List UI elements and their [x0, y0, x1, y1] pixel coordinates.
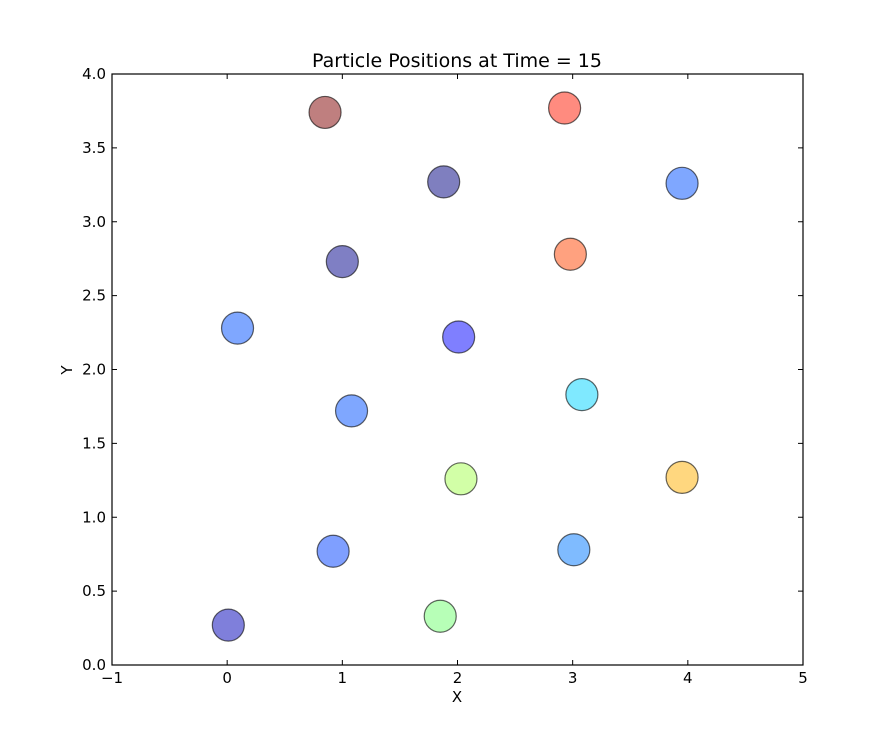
x-tick-label: 4: [683, 669, 693, 687]
data-point-10: [565, 378, 599, 412]
y-tick-label: 3.5: [82, 139, 106, 157]
x-tick-label: −1: [101, 669, 123, 687]
data-point-9: [334, 394, 369, 428]
plot-frame: [111, 73, 804, 666]
chart-title: Particle Positions at Time = 15: [312, 50, 602, 72]
y-tick-label: 1.5: [82, 434, 106, 452]
y-tick-label: 2.0: [82, 361, 106, 379]
data-point-7: [220, 311, 255, 345]
data-point-12: [665, 460, 699, 494]
x-axis-label: X: [452, 688, 462, 706]
data-point-2: [548, 91, 582, 125]
x-tick-label: 5: [798, 669, 808, 687]
plot-area: [112, 74, 803, 665]
y-axis-label: Y: [58, 365, 76, 376]
data-point-8: [442, 320, 476, 354]
data-point-13: [316, 534, 350, 568]
x-tick-label: 3: [568, 669, 578, 687]
y-tick-label: 4.0: [82, 65, 106, 83]
data-points: [211, 91, 699, 642]
data-point-1: [308, 95, 342, 130]
y-tick-label: 3.0: [82, 213, 106, 231]
data-point-15: [211, 608, 245, 642]
x-tick-label: 0: [222, 669, 232, 687]
data-point-14: [557, 533, 591, 567]
data-point-4: [665, 166, 699, 200]
data-point-5: [325, 245, 359, 279]
y-tick-label: 0.5: [82, 582, 106, 600]
y-tick-label: 2.5: [82, 287, 106, 305]
data-point-3: [427, 165, 461, 199]
x-tick-label: 2: [453, 669, 463, 687]
data-point-16: [423, 599, 457, 633]
axis-ticks: −1 0 1 2 3 4 5 0.0 0.5 1.0 1.5 2.0 2.5 3.0 3.5 4.0: [82, 65, 808, 687]
x-tick-label: 1: [338, 669, 348, 687]
data-point-11: [444, 462, 478, 496]
y-tick-label: 0.0: [82, 656, 106, 674]
y-tick-label: 1.0: [82, 508, 106, 526]
data-point-6: [553, 237, 587, 271]
